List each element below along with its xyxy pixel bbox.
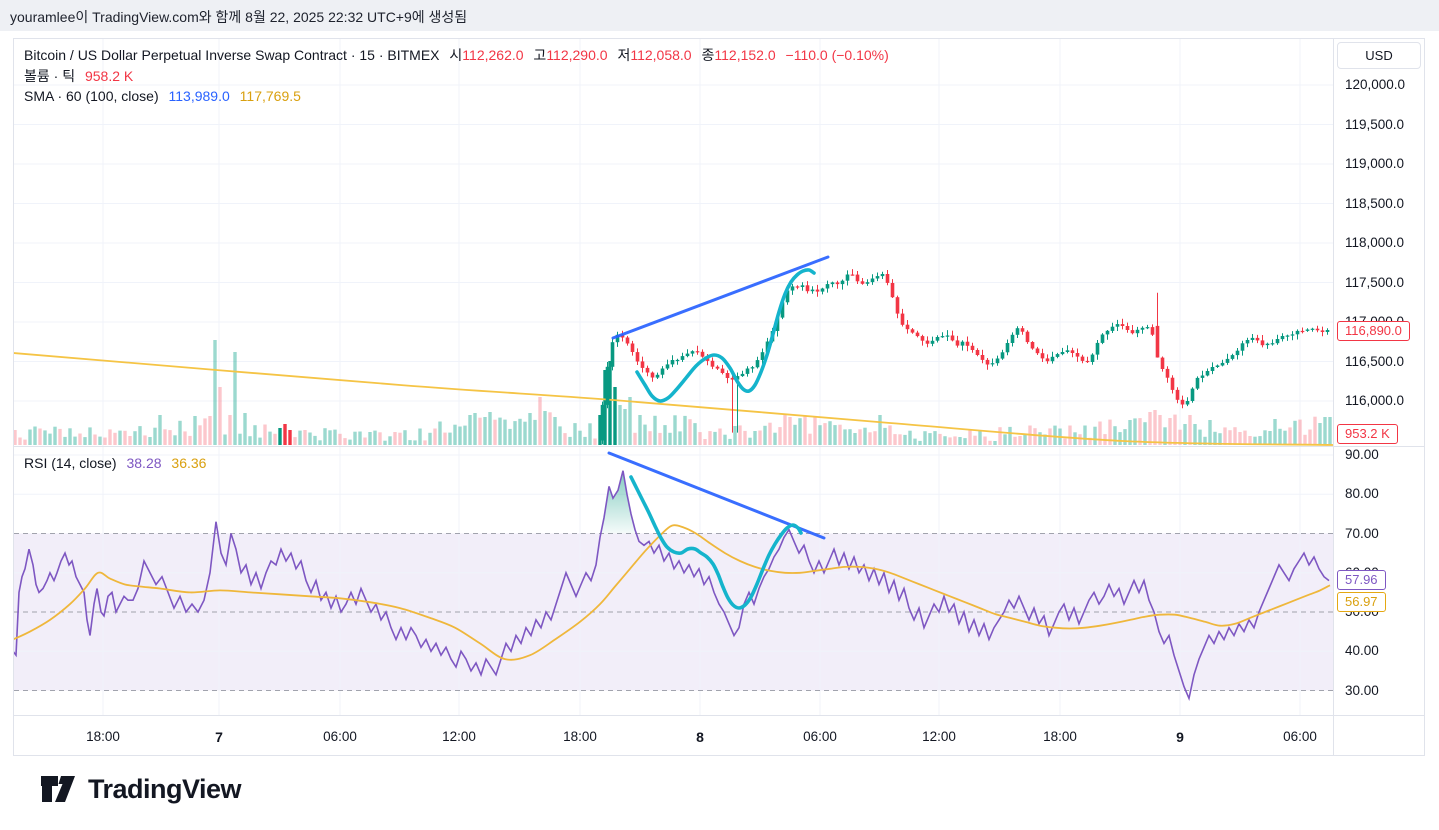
sma-value-2: 117,769.5 <box>239 88 301 104</box>
attribution-text: youramlee이 TradingView.com와 함께 8월 22, 20… <box>10 9 468 25</box>
attribution-bar: youramlee이 TradingView.com와 함께 8월 22, 20… <box>0 0 1439 31</box>
volume-legend-row[interactable]: 볼륨 · 틱 958.2 K <box>24 66 133 86</box>
ohlc-open-label: 시 <box>449 47 463 63</box>
rsi-axis-label: 80.00 <box>1345 486 1379 502</box>
rsi-ma-value-badge: 56.97 <box>1337 592 1386 612</box>
time-axis-label: 18:00 <box>563 729 597 744</box>
rsi-value-2: 36.36 <box>171 455 207 471</box>
volume-value: 958.2 K <box>84 68 134 84</box>
price-axis-label: 119,000.0 <box>1345 156 1405 171</box>
price-axis-label: 118,500.0 <box>1345 195 1405 211</box>
sma-legend-row[interactable]: SMA · 60 (100, close) 113,989.0 117,769.… <box>24 88 301 104</box>
ohlc-open-value: 112,262.0 <box>462 47 524 63</box>
rsi-label: RSI (14, close) <box>24 455 117 471</box>
price-axis-label: 118,000.0 <box>1345 235 1405 250</box>
time-axis-label: 06:00 <box>803 729 837 744</box>
ohlc-close-label: 종 <box>701 47 715 63</box>
time-axis-label: 9 <box>1176 729 1184 745</box>
time-axis-label: 8 <box>696 729 704 745</box>
tradingview-logo[interactable]: TradingView <box>40 772 242 806</box>
time-axis-label: 18:00 <box>1043 729 1077 744</box>
tradingview-logo-text: TradingView <box>88 773 242 804</box>
ohlc-low-label: 저 <box>617 47 631 63</box>
time-axis-label: 06:00 <box>1283 729 1317 744</box>
volume-badge: 953.2 K <box>1337 424 1398 444</box>
sma-label: SMA · 60 (100, close) <box>24 88 159 104</box>
rsi-axis-label: 70.00 <box>1345 525 1379 541</box>
time-axis-label: 18:00 <box>86 729 120 744</box>
currency-button[interactable]: USD <box>1337 42 1421 69</box>
last-price-badge: 116,890.0 <box>1337 321 1410 341</box>
rsi-axis-label: 40.00 <box>1345 643 1379 659</box>
price-axis-label: 116,500.0 <box>1345 353 1405 369</box>
rsi-axis-label: 90.00 <box>1345 447 1379 462</box>
tradingview-logo-icon <box>41 776 75 802</box>
footer: TradingView <box>0 756 1439 830</box>
sma-value-1: 113,989.0 <box>168 88 230 104</box>
price-axis-label: 120,000.0 <box>1345 77 1406 92</box>
volume-label: 볼륨 · 틱 <box>24 68 76 84</box>
price-axis-label: 116,000.0 <box>1345 393 1405 408</box>
ohlc-close-value: 112,152.0 <box>714 47 776 63</box>
price-axis-label: 117,500.0 <box>1345 274 1405 290</box>
change-value: −110.0 (−0.10%) <box>785 47 889 63</box>
time-axis-label: 12:00 <box>922 729 956 744</box>
rsi-value-1: 38.28 <box>126 455 162 471</box>
time-axis-label: 12:00 <box>442 729 476 744</box>
rsi-axis-label: 30.00 <box>1345 682 1379 698</box>
rsi-value-badge: 57.96 <box>1337 570 1386 590</box>
price-axis-label: 119,500.0 <box>1345 116 1405 132</box>
time-axis-label: 06:00 <box>323 729 357 744</box>
chart-card <box>13 38 1425 756</box>
ohlc-high-label: 고 <box>533 47 547 63</box>
symbol-legend-row[interactable]: Bitcoin / US Dollar Perpetual Inverse Sw… <box>24 45 889 65</box>
symbol-title: Bitcoin / US Dollar Perpetual Inverse Sw… <box>24 47 440 63</box>
ohlc-high-value: 112,290.0 <box>546 47 608 63</box>
time-axis-label: 7 <box>215 729 223 745</box>
ohlc-low-value: 112,058.0 <box>630 47 692 63</box>
rsi-legend-row[interactable]: RSI (14, close) 38.28 36.36 <box>24 455 206 471</box>
